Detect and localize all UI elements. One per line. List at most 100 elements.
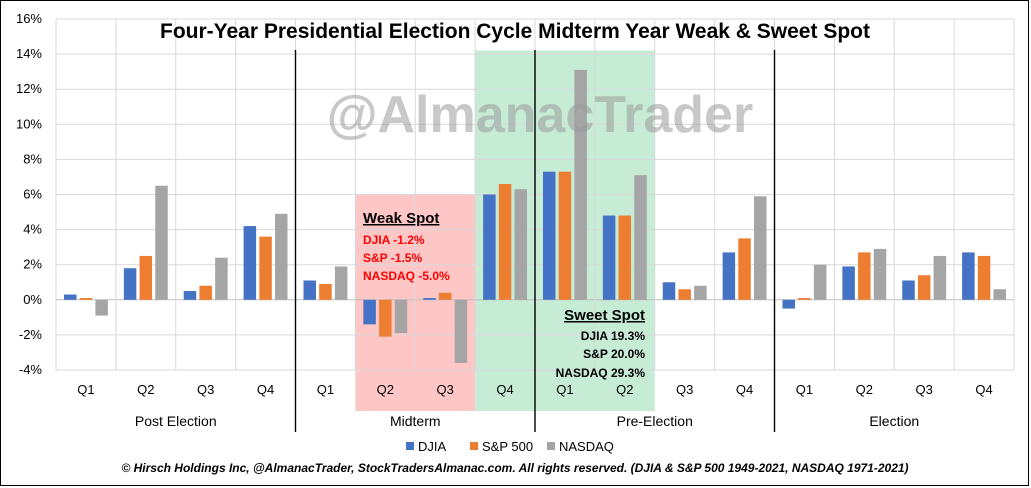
bar-djia xyxy=(842,266,855,300)
bar-s-p-500 xyxy=(917,275,931,300)
bar-s-p-500 xyxy=(259,236,272,300)
x-tick-label: Q2 xyxy=(377,382,394,397)
bar-s-p-500 xyxy=(199,285,212,300)
chart-title: Four-Year Presidential Election Cycle Mi… xyxy=(160,20,870,43)
bar-nasdaq xyxy=(993,289,1007,300)
bar-nasdaq xyxy=(394,299,408,334)
x-tick-label: Q4 xyxy=(975,382,992,397)
bar-nasdaq xyxy=(95,299,108,316)
y-tick-label: 10% xyxy=(16,116,42,131)
bar-s-p-500 xyxy=(738,238,751,300)
footer-copyright: © Hirsch Holdings Inc, @AlmanacTrader, S… xyxy=(121,461,908,475)
bar-nasdaq xyxy=(155,185,168,300)
bar-s-p-500 xyxy=(618,215,632,300)
bar-nasdaq xyxy=(933,255,947,300)
bar-s-p-500 xyxy=(678,289,691,300)
x-tick-label: Q1 xyxy=(317,382,334,397)
y-tick-label: 0% xyxy=(23,292,42,307)
y-tick-label: 12% xyxy=(16,81,42,96)
bar-djia xyxy=(183,291,197,300)
weak-spot-nasdaq: NASDAQ -5.0% xyxy=(363,269,450,283)
watermark-text: @AlmanacTrader xyxy=(327,86,753,144)
x-tick-label: Q4 xyxy=(496,382,513,397)
tick-layer: -4% -2% 0% 2% 4% 6% 8% 10% 12% 14% 16% Q1 Q2 Q3 Q4 Q1 Q2… xyxy=(16,11,993,397)
group-label: Post Election xyxy=(135,413,217,429)
bar-djia xyxy=(542,171,556,300)
legend-label: S&P 500 xyxy=(482,439,533,454)
bar-nasdaq xyxy=(754,196,767,300)
bar-nasdaq xyxy=(694,285,707,300)
x-tick-label: Q3 xyxy=(197,382,214,397)
bar-layer xyxy=(63,69,1007,363)
bar-djia xyxy=(902,280,915,300)
bar-nasdaq xyxy=(514,189,528,300)
bar-s-p-500 xyxy=(798,298,811,300)
bar-djia xyxy=(63,294,77,300)
bar-nasdaq xyxy=(215,257,228,300)
y-tick-label: 16% xyxy=(16,11,42,26)
x-tick-label: Q1 xyxy=(796,382,813,397)
x-tick-label: Q3 xyxy=(676,382,693,397)
bar-djia xyxy=(243,226,257,300)
x-tick-label: Q3 xyxy=(437,382,454,397)
group-labels: Post Election Midterm Pre-Election Election xyxy=(135,413,919,429)
group-label: Election xyxy=(869,413,919,429)
bar-s-p-500 xyxy=(438,292,452,300)
weak-spot-djia: DJIA -1.2% xyxy=(363,233,425,247)
sweet-spot-title: Sweet Spot xyxy=(564,307,645,324)
bar-s-p-500 xyxy=(79,298,93,300)
group-label: Midterm xyxy=(390,413,441,429)
legend: DJIA S&P 500 NASDAQ xyxy=(406,439,614,454)
bar-djia xyxy=(602,215,616,300)
x-tick-label: Q2 xyxy=(856,382,873,397)
bar-s-p-500 xyxy=(858,252,871,300)
bar-djia xyxy=(303,280,316,300)
bar-nasdaq xyxy=(454,299,468,363)
y-tick-label: 4% xyxy=(23,222,42,237)
bar-djia xyxy=(782,299,795,309)
x-tick-label: Q3 xyxy=(916,382,933,397)
bar-nasdaq xyxy=(873,248,887,300)
bar-s-p-500 xyxy=(498,183,512,300)
bar-djia xyxy=(363,299,376,325)
legend-swatch xyxy=(547,442,555,450)
legend-swatch xyxy=(470,442,478,450)
group-label: Pre-Election xyxy=(617,413,693,429)
bar-djia xyxy=(123,268,137,300)
bar-s-p-500 xyxy=(379,299,392,337)
bar-nasdaq xyxy=(275,213,288,300)
x-tick-label: Q4 xyxy=(736,382,753,397)
bar-nasdaq xyxy=(634,175,647,300)
divider-layer xyxy=(294,50,776,432)
sweet-spot-sp: S&P 20.0% xyxy=(583,347,645,361)
y-tick-label: 8% xyxy=(23,151,42,166)
x-tick-label: Q4 xyxy=(257,382,274,397)
y-tick-label: 6% xyxy=(23,187,42,202)
bar-nasdaq xyxy=(334,266,348,300)
y-tick-label: -2% xyxy=(19,327,43,342)
x-tick-label: Q1 xyxy=(556,382,573,397)
bar-s-p-500 xyxy=(977,255,991,300)
bar-nasdaq xyxy=(813,264,827,300)
legend-label: DJIA xyxy=(418,439,447,454)
legend-label: NASDAQ xyxy=(559,439,614,454)
y-tick-label: -4% xyxy=(19,362,43,377)
legend-swatch xyxy=(406,442,414,450)
bar-djia xyxy=(423,298,436,300)
weak-spot-title: Weak Spot xyxy=(363,210,439,227)
sweet-spot-nasdaq: NASDAQ 29.3% xyxy=(556,366,646,380)
sweet-spot-djia: DJIA 19.3% xyxy=(581,329,646,343)
bar-djia xyxy=(662,282,676,300)
bar-djia xyxy=(483,194,496,300)
y-tick-label: 2% xyxy=(23,257,42,272)
x-tick-label: Q1 xyxy=(77,382,94,397)
bar-djia xyxy=(722,252,736,300)
weak-spot-sp: S&P -1.5% xyxy=(363,251,422,265)
y-tick-label: 14% xyxy=(16,46,42,61)
bar-djia xyxy=(962,252,975,300)
bar-s-p-500 xyxy=(319,284,332,300)
bar-s-p-500 xyxy=(139,255,153,300)
x-tick-label: Q2 xyxy=(616,382,633,397)
